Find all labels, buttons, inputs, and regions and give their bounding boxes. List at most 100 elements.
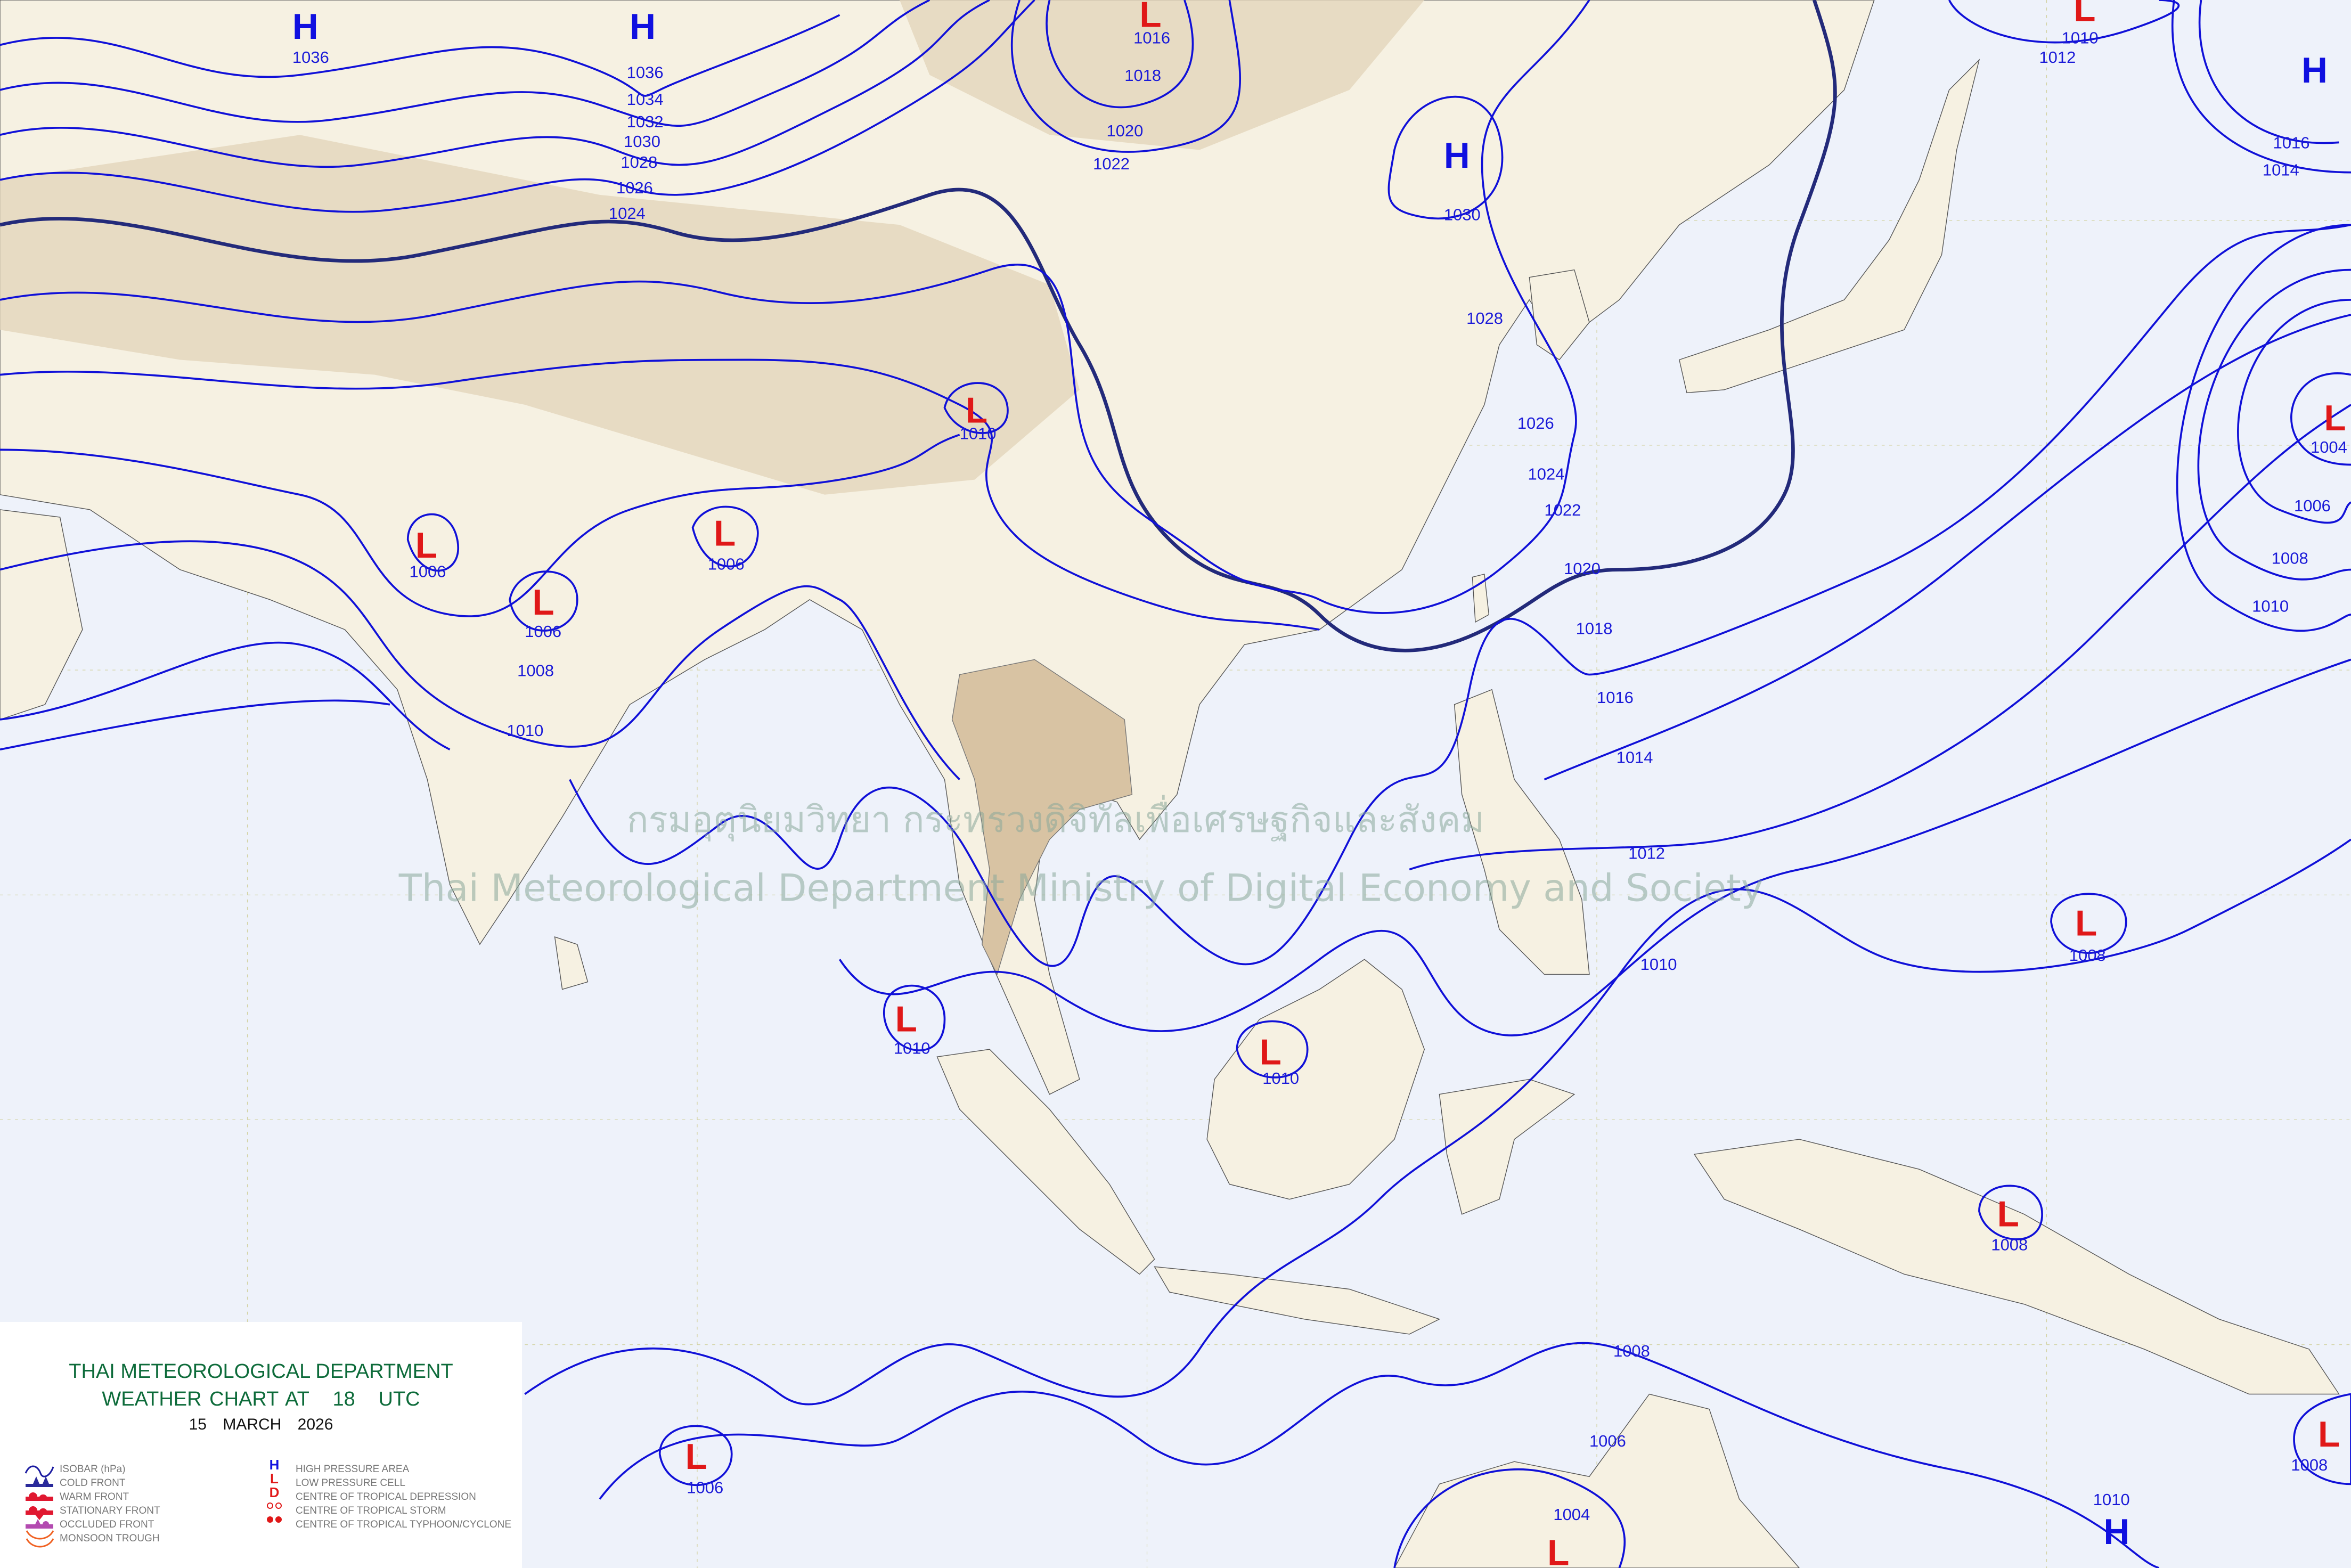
high-center-symbol: H <box>2104 1512 2130 1552</box>
isobar-label: 1032 <box>627 112 664 131</box>
low-center-value: 1006 <box>525 622 561 641</box>
legend-item-warm-front: WARM FRONT <box>60 1491 129 1502</box>
low-center-value: 1004 <box>1553 1505 1590 1524</box>
isobar-label: 1012 <box>2039 48 2076 67</box>
high-center-symbol: H <box>630 7 656 47</box>
mongolia-terrain <box>900 0 1425 150</box>
japan <box>1679 59 1980 394</box>
high-center-value: 1036 <box>292 48 329 67</box>
high-center-symbol: H <box>2301 51 2328 91</box>
philippines <box>1454 689 1590 975</box>
legend-item-stationary-front: STATIONARY FRONT <box>60 1505 160 1516</box>
isobar-label: 1034 <box>627 90 664 109</box>
high-terrain <box>0 135 1080 495</box>
date-year: 2026 <box>297 1416 333 1433</box>
isobar-label: 1016 <box>1597 688 1634 707</box>
low-center-symbol: L <box>1139 0 1161 35</box>
legend-item-high: HIGH PRESSURE AREA <box>296 1464 410 1475</box>
isobar-label: 1010 <box>507 721 543 740</box>
legend-left-list: ISOBAR (hPa) COLD FRONT WARM FRONT STATI… <box>60 1463 160 1546</box>
legend-item-monsoon-trough: MONSOON TROUGH <box>60 1533 160 1544</box>
watermark-thai: กรมอุตุนิยมวิทยา กระทรวงดิจิทัลเพื่อเศรษ… <box>627 795 1484 842</box>
low-center-value: 1010 <box>960 424 997 443</box>
low-center-value: 1010 <box>1262 1069 1299 1088</box>
legend-item-occluded-front: OCCLUDED FRONT <box>60 1519 154 1530</box>
date-month: MARCH <box>223 1416 282 1433</box>
low-center-value: 1008 <box>2291 1456 2328 1474</box>
low-symbol: L <box>270 1471 279 1487</box>
legend-title: THAI METEOROLOGICAL DEPARTMENT <box>69 1360 453 1383</box>
chart-hour: 18 <box>332 1388 355 1410</box>
borneo <box>1206 959 1425 1200</box>
watermark-english: Thai Meteorological Department Ministry … <box>398 867 1764 910</box>
low-center-symbol: L <box>2075 903 2097 943</box>
isobar-symbol-icon <box>25 1465 54 1477</box>
occluded-front-icon <box>26 1519 53 1529</box>
low-center-value: 1016 <box>1133 29 1170 47</box>
legend-panel: THAI METEOROLOGICAL DEPARTMENT WEATHER C… <box>0 1322 522 1568</box>
cold-front-icon <box>26 1476 53 1487</box>
isobar-label: 1006 <box>2294 496 2331 515</box>
low-center-value: 1008 <box>2069 946 2106 965</box>
pressure-centers: H 1036 H 1036 L 1016 L 1010 H H 1030 L 1… <box>292 0 2347 1568</box>
arabia <box>0 509 83 720</box>
high-symbol: H <box>269 1457 280 1473</box>
java <box>1154 1266 1441 1335</box>
isobar-label: 1024 <box>609 204 646 223</box>
legend-item-storm: CENTRE OF TROPICAL STORM <box>296 1505 446 1516</box>
low-center-symbol: L <box>532 583 554 623</box>
depression-symbol: D <box>269 1484 280 1500</box>
isobar-label: 1028 <box>1466 309 1503 328</box>
isobar-label: 1010 <box>2252 597 2289 615</box>
warm-front-icon <box>26 1492 53 1501</box>
isobar-label: 1020 <box>1564 559 1601 578</box>
legend-item-depression: CENTRE OF TROPICAL DEPRESSION <box>296 1491 476 1502</box>
isobar-label: 1012 <box>1628 844 1665 863</box>
legend-item-cold-front: COLD FRONT <box>60 1477 126 1489</box>
low-center-value: 1006 <box>708 555 745 574</box>
low-center-symbol: L <box>2074 0 2095 29</box>
legend-chart-time: WEATHER CHART AT 18 UTC <box>0 1388 522 1411</box>
low-center-symbol: L <box>1547 1533 1569 1568</box>
isobar-label: 1028 <box>621 153 657 172</box>
legend-center-symbols: H L D <box>266 1458 282 1529</box>
isobar-label: 1026 <box>616 178 653 197</box>
low-center-value: 1006 <box>410 562 446 581</box>
low-center-value: 1006 <box>687 1478 723 1497</box>
isobar-label: 1008 <box>1613 1342 1650 1360</box>
low-center-symbol: L <box>685 1437 707 1477</box>
isobar-label: 1022 <box>1545 501 1581 519</box>
low-center-value: 1010 <box>894 1039 930 1058</box>
tropical-storm-icon <box>267 1502 282 1509</box>
tropical-typhoon-icon <box>267 1516 282 1523</box>
isobar-labels: 1034 1032 1030 1028 1026 1024 1020 1022 … <box>507 48 2330 1450</box>
isobar-label: 1022 <box>1093 154 1130 173</box>
low-center-value: 1004 <box>2311 438 2347 456</box>
isobar-label: 1006 <box>1589 1432 1626 1450</box>
high-center-value: 1010 <box>2093 1490 2130 1509</box>
isobar-label: 1030 <box>624 132 660 151</box>
high-center-symbol: H <box>292 7 319 47</box>
high-center-symbol: H <box>1444 136 1470 176</box>
isobar-label: 1014 <box>1617 748 1653 767</box>
sumatra <box>936 1049 1155 1275</box>
monsoon-trough-icon <box>26 1530 54 1548</box>
chart-hour-unit: UTC <box>378 1388 420 1410</box>
low-center-symbol: L <box>966 391 987 431</box>
australia <box>1394 1393 1800 1568</box>
legend-item-typhoon: CENTRE OF TROPICAL TYPHOON/CYCLONE <box>296 1519 512 1530</box>
sri-lanka <box>554 936 589 990</box>
chart-time-prefix: WEATHER CHART AT <box>102 1388 309 1410</box>
low-center-symbol: L <box>2318 1415 2340 1455</box>
date-day: 15 <box>189 1416 207 1433</box>
isobar-label: 1008 <box>517 661 554 680</box>
isobar-label: 1010 <box>1640 955 1677 974</box>
isobar-label: 1018 <box>1576 619 1613 638</box>
low-center-symbol: L <box>2324 398 2346 438</box>
new-guinea <box>1693 1139 2340 1395</box>
high-center-value: 1036 <box>627 63 664 81</box>
legend-item-low: LOW PRESSURE CELL <box>296 1477 405 1489</box>
